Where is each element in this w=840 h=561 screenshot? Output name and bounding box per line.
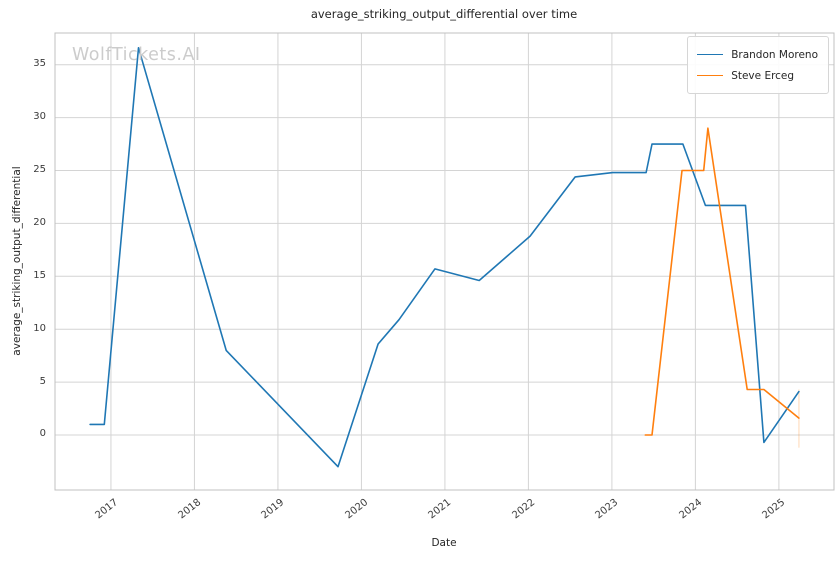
chart-title: average_striking_output_differential ove…	[310, 7, 578, 21]
legend-item-steve-erceg: Steve Erceg	[697, 65, 818, 86]
series-line-brandon-moreno	[89, 46, 800, 468]
y-tick-label: 35	[33, 58, 46, 70]
legend-line-swatch-blue	[697, 54, 724, 55]
legend-label: Brandon Moreno	[731, 48, 818, 61]
y-tick-label: 30	[33, 111, 46, 123]
y-tick-label: 15	[33, 269, 46, 281]
x-axis-label: Date	[431, 537, 457, 549]
y-tick-label: 20	[33, 216, 46, 228]
y-tick-label: 25	[33, 164, 46, 176]
series-line-steve-erceg	[644, 127, 800, 436]
y-tick-label: 5	[39, 375, 46, 387]
watermark: WolfTickets.AI	[72, 45, 201, 65]
legend-item-brandon-moreno: Brandon Moreno	[697, 44, 818, 65]
legend-label: Steve Erceg	[731, 69, 795, 82]
legend: Brandon Moreno Steve Erceg	[687, 36, 829, 94]
y-tick-label: 0	[39, 428, 46, 440]
legend-line-swatch-orange	[697, 75, 724, 76]
y-tick-label: 10	[33, 322, 46, 334]
axes-frame	[54, 32, 835, 491]
